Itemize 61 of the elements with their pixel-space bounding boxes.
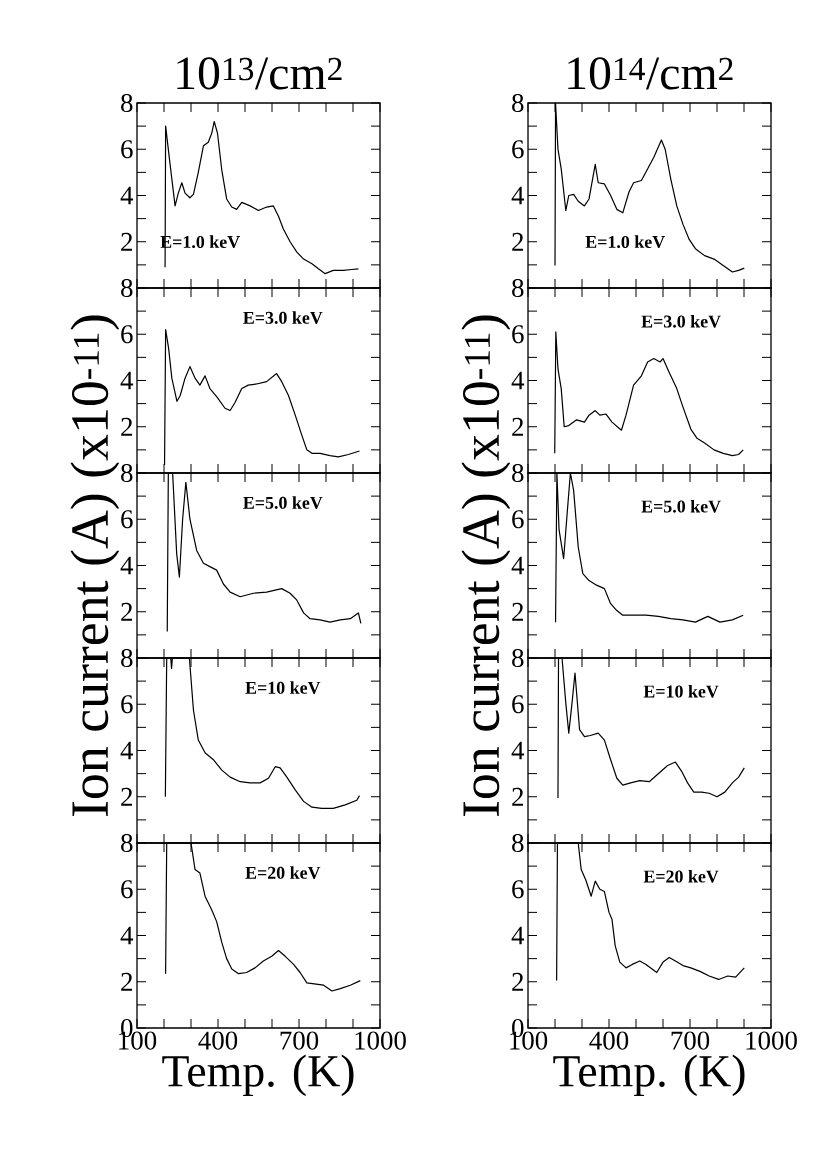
y-tick-label: 2 (121, 232, 132, 251)
y-tick-label: 4 (511, 741, 525, 760)
chart-title: 10$^{14}$/cm$^{2}$ (568, 57, 733, 90)
y-tick-label: 2 (121, 972, 132, 991)
x-tick-label: 700 (280, 1031, 319, 1050)
y-tick-label: 2 (121, 602, 132, 621)
x-tick-label: 400 (198, 1031, 238, 1050)
y-tick-label: 6 (512, 880, 524, 899)
y-tick-label: 8 (512, 463, 524, 483)
y-axis-title: Ion current (A) (x10$^{-11}$) (70, 315, 120, 817)
y-tick-label: 4 (511, 926, 525, 945)
annotation: E=1.0 keV (585, 235, 665, 249)
y-tick-label: 8 (121, 833, 133, 853)
y-tick-label: 8 (512, 93, 524, 113)
y-tick-label: 4 (511, 186, 525, 205)
y-tick-label: 8 (512, 833, 524, 853)
y-tick-label: 4 (120, 186, 134, 205)
y-tick-label: 2 (512, 602, 523, 621)
y-tick-label: 6 (512, 695, 524, 714)
chart-title: 10$^{13}$/cm$^{2}$ (177, 57, 342, 90)
x-tick-label: 400 (589, 1031, 629, 1050)
y-tick-label: 8 (121, 93, 133, 113)
y-tick-label: 6 (121, 325, 133, 344)
y-tick-label: 4 (120, 371, 134, 390)
y-tick-label: 8 (121, 278, 133, 298)
x-tick-label: 1000 (746, 1031, 797, 1050)
y-tick-label: 8 (121, 648, 133, 668)
y-tick-label: 8 (512, 648, 524, 668)
x-tick-label: 700 (671, 1031, 710, 1050)
y-tick-label: 4 (511, 556, 525, 575)
y-tick-label: 6 (512, 510, 524, 529)
y-tick-label: 6 (121, 880, 133, 899)
y-tick-label: 2 (121, 417, 132, 436)
y-tick-label: 4 (120, 741, 134, 760)
y-tick-label: 8 (121, 463, 133, 483)
x-tick-label: 1000 (355, 1031, 406, 1050)
y-tick-label: 6 (121, 140, 133, 159)
annotation: E=20 keV (245, 866, 321, 879)
y-tick-label: 4 (120, 556, 134, 575)
annotation: E=10 keV (245, 681, 321, 694)
y-tick-label: 2 (512, 232, 524, 251)
y-tick-label: 8 (512, 278, 524, 298)
y-tick-label: 2 (512, 787, 524, 806)
y-tick-label: 2 (121, 787, 132, 806)
annotation: E=5.0 keV (641, 499, 721, 513)
annotation: E=20 keV (643, 869, 719, 883)
y-axis-title: Ion current (A) (x10$^{-11}$) (461, 315, 511, 817)
y-tick-label: 6 (512, 325, 524, 344)
y-tick-label: 2 (512, 972, 524, 991)
y-tick-label: 6 (512, 140, 524, 159)
annotation: E=5.0 keV (243, 496, 323, 509)
annotation: E=3.0 keV (641, 314, 721, 328)
y-tick-label: 2 (512, 417, 524, 436)
annotation: E=10 keV (643, 684, 719, 698)
y-tick-label: 4 (511, 371, 525, 390)
x-axis-title: Temp. (K) (553, 1054, 745, 1097)
x-axis-title: Temp. (K) (162, 1054, 354, 1097)
y-tick-label: 4 (120, 926, 134, 945)
annotation: E=3.0 keV (243, 311, 323, 324)
y-tick-label: 6 (121, 695, 133, 714)
y-tick-label: 6 (121, 510, 133, 529)
